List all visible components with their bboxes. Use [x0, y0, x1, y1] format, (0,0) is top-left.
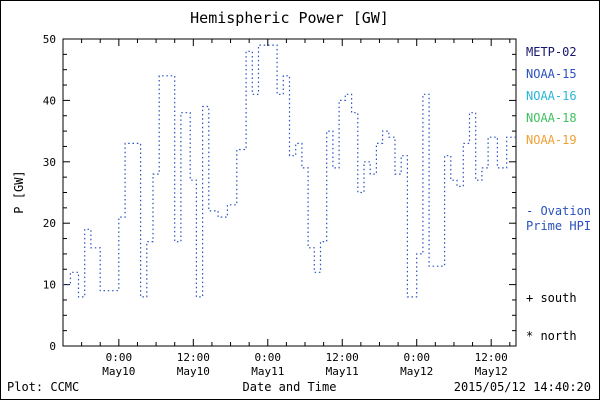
svg-text:May11: May11: [251, 365, 284, 378]
svg-text:10: 10: [43, 279, 56, 292]
svg-text:50: 50: [43, 33, 56, 46]
svg-text:12:00: 12:00: [177, 351, 210, 364]
svg-text:12:00: 12:00: [475, 351, 508, 364]
svg-text:May10: May10: [177, 365, 210, 378]
svg-text:30: 30: [43, 156, 56, 169]
north-marker-label: * north: [526, 329, 577, 343]
svg-text:May10: May10: [102, 365, 135, 378]
svg-text:12:00: 12:00: [326, 351, 359, 364]
legend-item-noaa15: NOAA-15: [526, 67, 577, 81]
svg-text:May11: May11: [326, 365, 359, 378]
svg-text:0:00: 0:00: [403, 351, 430, 364]
y-axis-label: P [GW]: [12, 170, 26, 214]
ovation-legend-line2: Prime HPI: [526, 219, 592, 233]
svg-text:20: 20: [43, 217, 56, 230]
chart-title: Hemispheric Power [GW]: [190, 9, 389, 27]
legend-item-metp02: METP-02: [526, 45, 577, 59]
satellite-legend: METP-02 NOAA-15 NOAA-16 NOAA-18 NOAA-19: [526, 45, 577, 155]
ovation-legend-line1: - Ovation: [526, 204, 592, 218]
svg-text:May12: May12: [400, 365, 433, 378]
plot-credit: Plot: CCMC: [7, 380, 80, 394]
legend-item-noaa19: NOAA-19: [526, 133, 577, 147]
svg-text:0:00: 0:00: [106, 351, 133, 364]
legend-item-noaa18: NOAA-18: [526, 111, 577, 125]
svg-text:40: 40: [43, 94, 56, 107]
plot-timestamp: 2015/05/12 14:40:20: [453, 380, 591, 394]
x-axis-label: Date and Time: [242, 380, 337, 394]
south-marker-label: + south: [526, 291, 577, 305]
svg-text:0: 0: [49, 340, 56, 353]
svg-text:0:00: 0:00: [255, 351, 282, 364]
ovation-prime-legend: - Ovation Prime HPI: [526, 204, 591, 234]
legend-item-noaa16: NOAA-16: [526, 89, 577, 103]
svg-text:May12: May12: [475, 365, 508, 378]
